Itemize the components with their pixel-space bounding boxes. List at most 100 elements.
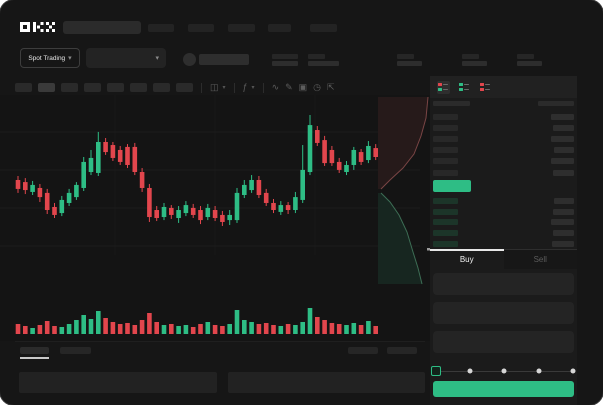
bid-row[interactable] xyxy=(433,228,574,239)
last-price-placeholder xyxy=(199,54,249,65)
volume-bar xyxy=(190,327,196,334)
fullscreen-icon[interactable]: ⇱ xyxy=(327,82,335,92)
book-split-view-icon[interactable] xyxy=(437,80,450,94)
candle-body xyxy=(198,210,203,221)
ask-row[interactable] xyxy=(433,122,574,133)
candle-body xyxy=(220,214,225,222)
order-amount-field[interactable] xyxy=(433,302,574,324)
interval-button-placeholder[interactable] xyxy=(130,83,147,92)
bid-row[interactable] xyxy=(433,196,574,207)
bid-row[interactable] xyxy=(433,207,574,218)
price-placeholder xyxy=(433,113,458,120)
amount-placeholder xyxy=(551,135,574,142)
history-icon[interactable]: ◷ xyxy=(313,82,322,92)
ask-row[interactable] xyxy=(433,167,574,178)
bid-row[interactable] xyxy=(433,238,574,249)
bottom-tab-placeholder[interactable] xyxy=(60,347,91,354)
tab-buy[interactable]: Buy xyxy=(430,249,504,269)
search-input[interactable] xyxy=(63,21,141,34)
interval-button-placeholder[interactable] xyxy=(107,83,124,92)
stat-value-placeholder xyxy=(272,61,298,66)
interval-button-placeholder[interactable] xyxy=(176,83,193,92)
volume-bar xyxy=(88,319,94,334)
price-placeholder xyxy=(433,240,458,247)
market-type-dropdown[interactable]: Spot Trading ▾ xyxy=(20,48,80,68)
chevron-down-icon: ▾ xyxy=(251,84,255,91)
chart-style-icon[interactable]: ◫ xyxy=(210,82,219,92)
nav-item-placeholder[interactable] xyxy=(188,24,214,32)
interval-button-placeholder[interactable] xyxy=(84,83,101,92)
candle-body xyxy=(96,141,101,173)
nav-item-placeholder[interactable] xyxy=(228,24,255,32)
volume-bar xyxy=(315,317,320,334)
orderbook-view-toggles xyxy=(430,76,577,98)
nav-item-placeholder[interactable] xyxy=(148,24,174,32)
interval-button-placeholder[interactable] xyxy=(61,83,78,92)
slider-stop[interactable] xyxy=(501,368,507,374)
order-total-field[interactable] xyxy=(433,331,574,353)
candle-body xyxy=(307,125,313,173)
tab-sell[interactable]: Sell xyxy=(503,249,577,269)
price-placeholder xyxy=(433,135,458,142)
interval-button-placeholder[interactable] xyxy=(153,83,170,92)
slider-stop[interactable] xyxy=(570,368,576,374)
bottom-action-placeholder[interactable] xyxy=(348,347,378,354)
ask-row[interactable] xyxy=(433,133,574,144)
volume-bar xyxy=(59,327,65,334)
line-tools-icon[interactable]: ∿ xyxy=(271,82,280,92)
amount-column-header-placeholder xyxy=(538,101,574,106)
candle-body xyxy=(256,179,262,195)
nav-item-placeholder[interactable] xyxy=(310,24,337,32)
interval-button-placeholder[interactable] xyxy=(38,83,55,92)
volume-bar xyxy=(358,325,364,334)
volume-bar xyxy=(271,325,276,334)
market-type-label: Spot Trading xyxy=(28,54,66,62)
candle-body xyxy=(271,202,276,211)
book-sells-view-icon[interactable] xyxy=(479,81,492,94)
ask-row[interactable] xyxy=(433,145,574,156)
current-price-tick xyxy=(427,248,430,251)
slider-stop[interactable] xyxy=(536,368,541,374)
pair-selector-dropdown[interactable]: ▾ xyxy=(86,48,166,68)
bottom-action-placeholder[interactable] xyxy=(387,347,417,354)
bottom-tab-placeholder[interactable] xyxy=(20,347,49,354)
color-square xyxy=(459,87,463,92)
ask-row[interactable] xyxy=(433,156,574,167)
volume-bar xyxy=(161,325,167,334)
stat-value-placeholder xyxy=(397,61,422,66)
volume-bar xyxy=(139,320,145,334)
okx-logo[interactable] xyxy=(20,21,58,33)
last-price-bar[interactable] xyxy=(433,180,471,192)
book-buys-view-icon[interactable] xyxy=(458,81,471,94)
order-price-field[interactable] xyxy=(433,273,574,295)
screenshot-icon[interactable]: ▣ xyxy=(298,82,308,92)
candle-body xyxy=(103,141,108,153)
volume-bar xyxy=(176,326,181,334)
indicators-icon[interactable]: ƒ xyxy=(242,82,248,92)
candle-body xyxy=(15,179,21,189)
buy-button[interactable] xyxy=(433,381,574,397)
amount-slider[interactable] xyxy=(431,366,576,376)
ask-row[interactable] xyxy=(433,111,574,122)
bid-row[interactable] xyxy=(433,217,574,228)
draw-icon[interactable]: ✎ xyxy=(285,82,293,92)
slider-handle[interactable] xyxy=(431,366,441,376)
divider xyxy=(233,82,235,93)
line xyxy=(485,88,490,91)
interval-button-placeholder[interactable] xyxy=(15,83,32,92)
candle-body xyxy=(329,149,335,164)
amount-placeholder xyxy=(553,124,574,131)
stat-value-placeholder xyxy=(308,61,339,66)
price-chart[interactable] xyxy=(0,95,430,341)
volume-bar xyxy=(198,324,203,334)
candle-body xyxy=(344,164,349,173)
price-placeholder xyxy=(433,230,458,237)
nav-item-placeholder[interactable] xyxy=(268,24,291,32)
amount-placeholder xyxy=(553,208,574,215)
candle-body xyxy=(117,149,123,162)
price-placeholder xyxy=(433,169,458,176)
candle-body xyxy=(263,192,269,203)
slider-stop[interactable] xyxy=(467,368,472,374)
candle-body xyxy=(315,130,320,143)
candle-body xyxy=(242,184,247,195)
